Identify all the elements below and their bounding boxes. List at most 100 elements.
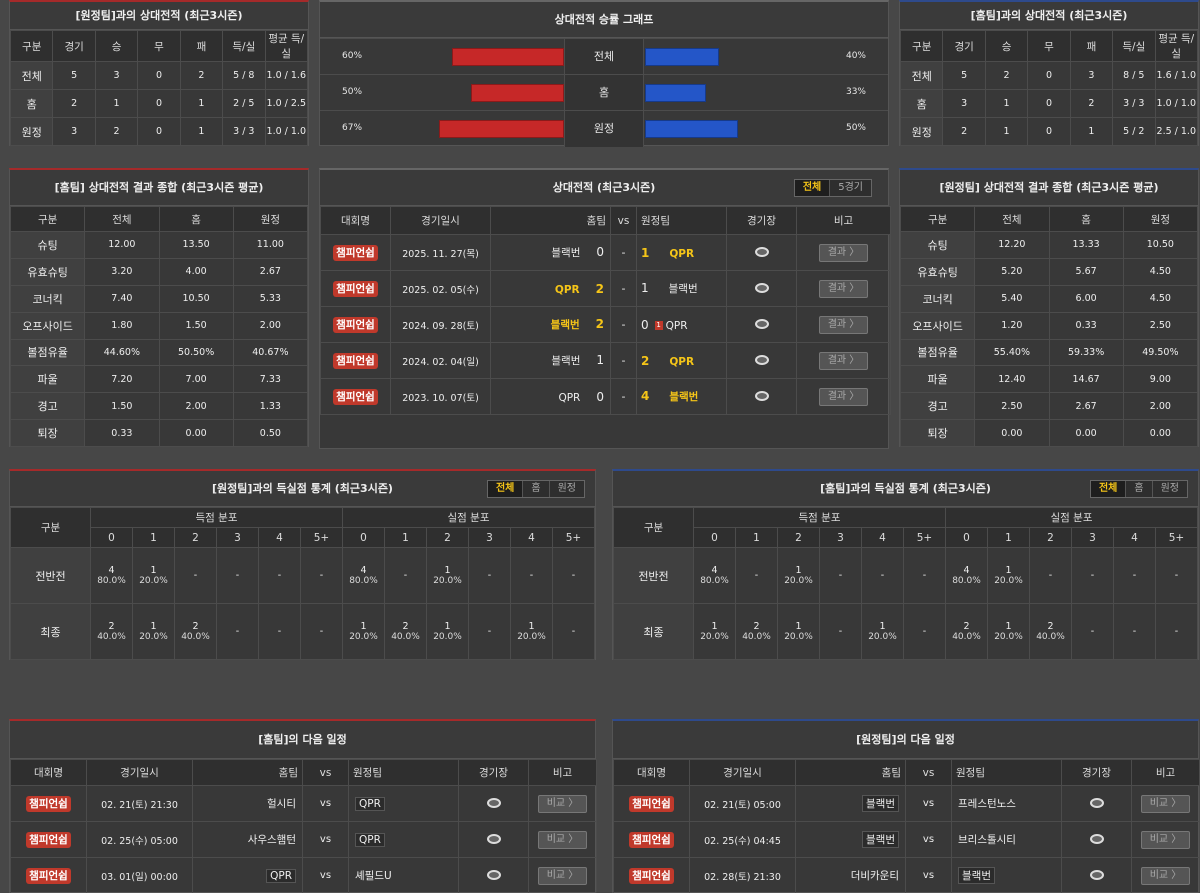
row-label: 경고 — [9, 392, 86, 421]
dist-cell: - — [903, 603, 946, 660]
result-button[interactable]: 결과 〉 — [818, 351, 869, 370]
venue-cell — [458, 821, 529, 858]
cell-value: 1 — [1069, 117, 1114, 146]
dist-count: - — [1132, 570, 1137, 581]
stadium-icon[interactable] — [486, 798, 501, 808]
dist-percent: 40.0% — [97, 632, 126, 642]
tab-5-games[interactable]: 5경기 — [838, 182, 863, 193]
stadium-icon[interactable] — [754, 247, 769, 257]
dist-count: - — [487, 570, 492, 581]
league-badge[interactable]: 챔피언쉽 — [26, 867, 71, 884]
league-badge[interactable]: 챔피언쉽 — [333, 244, 378, 261]
row-label: 전체 — [9, 61, 54, 90]
note-cell: 비교 〉 — [528, 785, 597, 822]
home-win-bar — [471, 84, 564, 102]
result-button[interactable]: 결과 〉 — [818, 243, 869, 262]
result-button[interactable]: 결과 〉 — [818, 315, 869, 334]
stadium-icon[interactable] — [1089, 798, 1104, 808]
table-row: 슈팅 12.20 13.33 10.50 — [899, 231, 1199, 259]
home-team: 블랙번 — [551, 247, 581, 259]
tab-all[interactable]: 전체 — [1090, 481, 1127, 497]
stadium-icon[interactable] — [754, 283, 769, 293]
row-label: 슈팅 — [899, 231, 976, 259]
dist-count: - — [1132, 626, 1137, 637]
table-row: 전체 5 2 0 3 8 / 5 1.6 / 1.0 — [899, 61, 1199, 90]
column-header: 경기 — [942, 30, 986, 62]
stadium-icon[interactable] — [486, 834, 501, 844]
away-team: 브리스톨시티 — [958, 834, 1016, 846]
summary-table: 구분 전체 홈 원정 슈팅 12.00 13.50 11.00 유효슈팅 3.20 4.00 2.67… — [9, 206, 309, 447]
away-next-schedule-panel: [원정팀]의 다음 일정 대회명 경기일시 홈팀 vs 원정팀 경기장 비고 챔피언쉽 02. … — [612, 719, 1200, 893]
league-badge[interactable]: 챔피언쉽 — [333, 388, 378, 405]
tab-away[interactable]: 원정 — [1160, 483, 1179, 494]
cell-value: 2 — [1069, 89, 1114, 118]
compare-button[interactable]: 비교 〉 — [1140, 794, 1191, 813]
league-badge[interactable]: 챔피언쉽 — [333, 316, 378, 333]
dist-count: 1 — [360, 621, 367, 632]
away-team: 셰필드U — [355, 870, 392, 882]
cell-value: 2.00 — [232, 311, 309, 340]
dist-cell: - — [300, 547, 343, 604]
table-row: 유효슈팅 5.20 5.67 4.50 — [899, 257, 1199, 286]
dist-percent: 40.0% — [742, 632, 771, 642]
tab-all[interactable]: 전체 — [487, 481, 524, 497]
dist-count: - — [571, 570, 576, 581]
home-team: 더비카운티 — [850, 870, 899, 882]
row-label: 경고 — [899, 392, 976, 421]
tab-all[interactable]: 전체 — [794, 180, 831, 196]
compare-button[interactable]: 비교 〉 — [537, 830, 588, 849]
stadium-icon[interactable] — [754, 319, 769, 329]
compare-button[interactable]: 비교 〉 — [1140, 866, 1191, 885]
home-cell: 블랙번 1 — [490, 342, 611, 379]
dist-percent: 80.0% — [349, 576, 378, 586]
match-date: 2024. 02. 04(일) — [390, 342, 491, 379]
league-badge[interactable]: 챔피언쉽 — [629, 795, 674, 812]
tab-home[interactable]: 홈 — [523, 481, 550, 497]
compare-button[interactable]: 비교 〉 — [1140, 830, 1191, 849]
result-button[interactable]: 결과 〉 — [818, 387, 869, 406]
league-badge[interactable]: 챔피언쉽 — [333, 352, 378, 369]
tab-home[interactable]: 홈 — [1126, 481, 1153, 497]
dist-count: 4 — [711, 565, 718, 576]
column-header: 경기장 — [726, 206, 797, 235]
away-score: 2 — [641, 353, 650, 368]
compare-button[interactable]: 비교 〉 — [537, 866, 588, 885]
vs-cell: vs — [302, 785, 349, 822]
cell-value: 2 — [52, 89, 96, 118]
table-row: 볼점유율 44.60% 50.50% 40.67% — [9, 338, 309, 367]
group-header-row: 구분 득점 분포 실점 분포 — [10, 507, 595, 548]
dist-cell: - — [552, 603, 595, 660]
cell-value: 12.40 — [974, 365, 1050, 394]
result-button[interactable]: 결과 〉 — [818, 279, 869, 298]
dist-count: - — [235, 626, 240, 637]
match-date: 02. 25(수) 04:45 — [689, 821, 796, 858]
column-header: 패 — [1069, 30, 1114, 62]
score-sep: - — [610, 270, 637, 307]
home-team: 블랙번 — [862, 831, 899, 848]
stadium-icon[interactable] — [1089, 834, 1104, 844]
table-row: 퇴장 0.00 0.00 0.00 — [899, 419, 1199, 447]
league-badge[interactable]: 챔피언쉽 — [26, 831, 71, 848]
graph-row: 67% 원정 50% — [320, 110, 888, 147]
league-badge[interactable]: 챔피언쉽 — [333, 280, 378, 297]
dist-count: 2 — [192, 621, 199, 632]
away-score: 4 — [641, 389, 650, 403]
tab-away[interactable]: 원정 — [557, 483, 576, 494]
cell-value: 0.00 — [1048, 419, 1124, 447]
table-row: 전체 5 3 0 2 5 / 8 1.0 / 1.6 — [9, 61, 309, 90]
cell-value: 1 — [94, 89, 139, 118]
dist-cell: - — [510, 547, 553, 604]
league-badge[interactable]: 챔피언쉽 — [629, 867, 674, 884]
table-row: 파울 7.20 7.00 7.33 — [9, 365, 309, 394]
stadium-icon[interactable] — [486, 870, 501, 880]
stadium-icon[interactable] — [754, 355, 769, 365]
stadium-icon[interactable] — [1089, 870, 1104, 880]
dist-count: 1 — [444, 621, 451, 632]
compare-button[interactable]: 비교 〉 — [537, 794, 588, 813]
home-win-bar — [439, 120, 564, 138]
league-badge[interactable]: 챔피언쉽 — [629, 831, 674, 848]
dist-cell: 1 20.0% — [693, 603, 736, 660]
table-row: 챔피언쉽 02. 25(수) 05:00 사우스햄턴 vs QPR 비교 〉 — [10, 821, 597, 858]
league-badge[interactable]: 챔피언쉽 — [26, 795, 71, 812]
stadium-icon[interactable] — [754, 391, 769, 401]
